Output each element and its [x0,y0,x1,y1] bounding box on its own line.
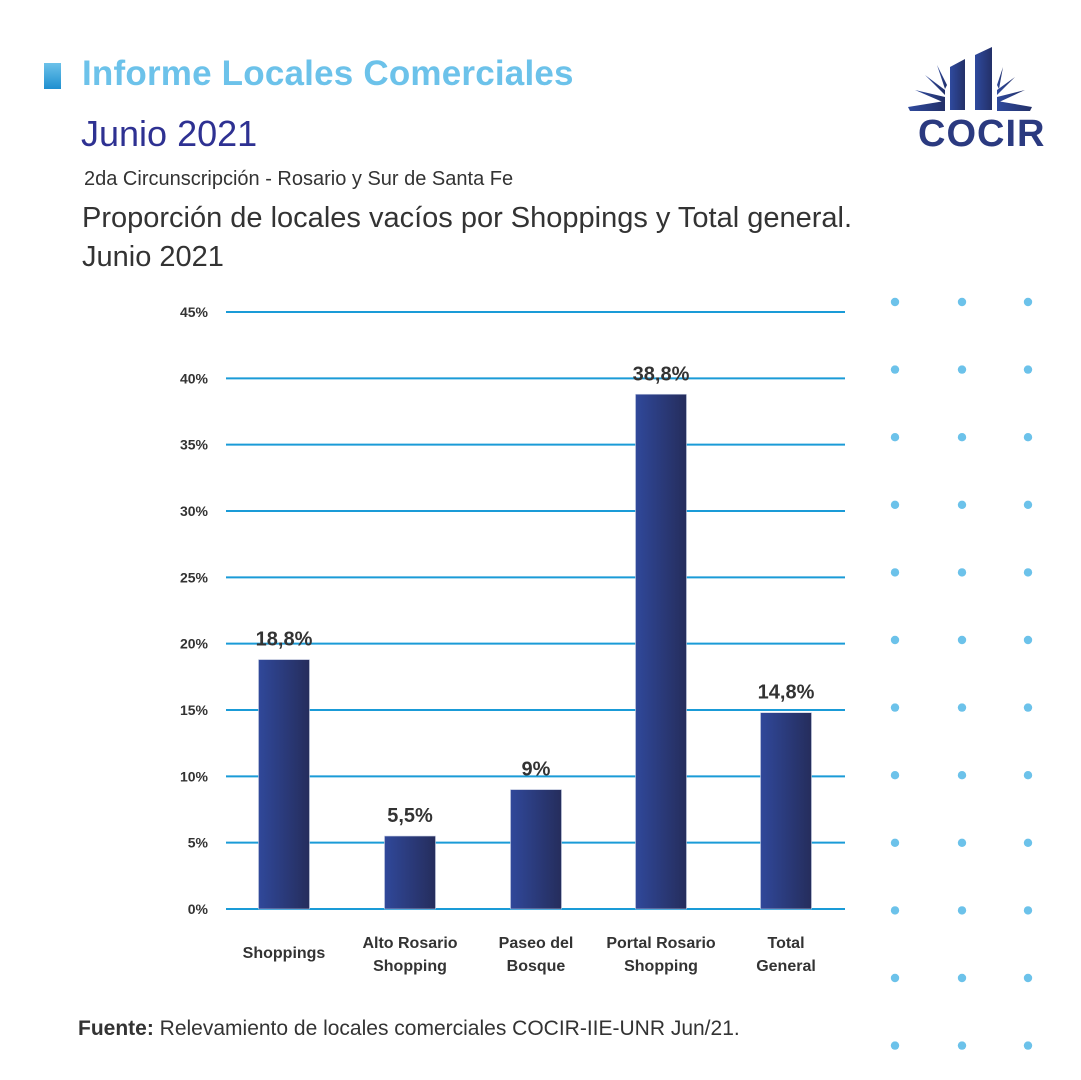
decorative-dot [1023,365,1033,374]
decorative-dot [890,500,900,509]
source-note: Fuente: Relevamiento de locales comercia… [78,1017,740,1041]
x-tick-label: General [756,958,816,975]
decorative-dot [890,635,900,645]
source-text: Relevamiento de locales comerciales COCI… [153,1017,740,1040]
y-tick-label: 35% [180,437,209,453]
x-tick-label: Alto Rosario [362,935,457,952]
x-tick-label: Portal Rosario [606,935,716,952]
decorative-dot [957,365,967,374]
chart-title-line-1: Proporción de locales vacíos por Shoppin… [82,202,853,234]
x-tick-label: Shopping [624,958,698,975]
bar [635,393,687,910]
y-tick-label: 20% [180,636,209,652]
bar [760,712,812,910]
decorative-dot [1023,973,1033,983]
jurisdiction-subtitle: 2da Circunscripción - Rosario y Sur de S… [84,168,514,190]
bar [384,835,436,910]
decorative-dot [890,906,900,915]
x-tick-label: Total [767,935,804,952]
report-period: Junio 2021 [81,113,258,154]
decorative-dot [1023,500,1033,509]
x-tick-label: Shopping [373,958,447,975]
bar-chart: 0% 5% 10% 15% 20% 25% 30% 35% 40% 45% 18,8% 5,5% 9%… [180,304,845,975]
decorative-dot [957,500,967,509]
y-tick-label: 0% [188,901,209,917]
x-tick-label: Bosque [507,958,566,975]
decorative-dot [1023,771,1033,780]
decorative-dot [890,1041,900,1050]
decorative-dot [1023,433,1033,442]
source-label: Fuente: [78,1017,154,1040]
decorative-dot [957,771,967,780]
y-tick-label: 45% [180,304,209,320]
bar [258,659,310,910]
report-title: Informe Locales Comerciales [82,54,574,93]
data-label: 18,8% [256,629,313,651]
x-tick-label: Shoppings [243,945,326,962]
x-tick-label: Paseo del [499,935,574,952]
y-tick-label: 30% [180,503,209,519]
decorative-dot [957,635,967,645]
y-tick-label: 40% [180,370,209,386]
decorative-dot [1023,568,1033,577]
decorative-dot [957,838,967,847]
decorative-dot [890,703,900,712]
decorative-dot [890,433,900,442]
bar [510,789,562,910]
decorative-dot [890,297,900,307]
decorative-dot [1023,906,1033,915]
chart-title: Proporción de locales vacíos por Shoppin… [82,199,982,277]
data-label: 38,8% [633,363,690,385]
decorative-dot [957,568,967,577]
cocir-building-icon [908,47,1032,111]
decorative-dot [1023,703,1033,712]
decorative-dot [1023,297,1033,307]
y-tick-label: 25% [180,569,209,585]
y-tick-label: 5% [188,835,209,851]
data-label: 14,8% [758,682,815,704]
decorative-dot [890,771,900,780]
decorative-dot [890,365,900,374]
y-tick-label: 15% [180,702,209,718]
y-tick-label: 10% [180,768,209,784]
decorative-dot [957,433,967,442]
logo-text: COCIR [918,113,1046,155]
decorative-dot [890,838,900,847]
decorative-dot [1023,635,1033,645]
decorative-dot [1023,838,1033,847]
data-label: 5,5% [387,805,433,827]
decorative-dot [890,973,900,983]
decorative-dot [957,973,967,983]
decorative-dot [890,568,900,577]
decorative-dot [957,1041,967,1050]
chart-title-line-2: Junio 2021 [82,241,224,273]
decorative-dot [957,906,967,915]
decorative-dot [957,297,967,307]
decorative-dot [957,703,967,712]
title-accent-bar [44,63,61,89]
decorative-dot [1023,1041,1033,1050]
data-label: 9% [522,759,551,781]
